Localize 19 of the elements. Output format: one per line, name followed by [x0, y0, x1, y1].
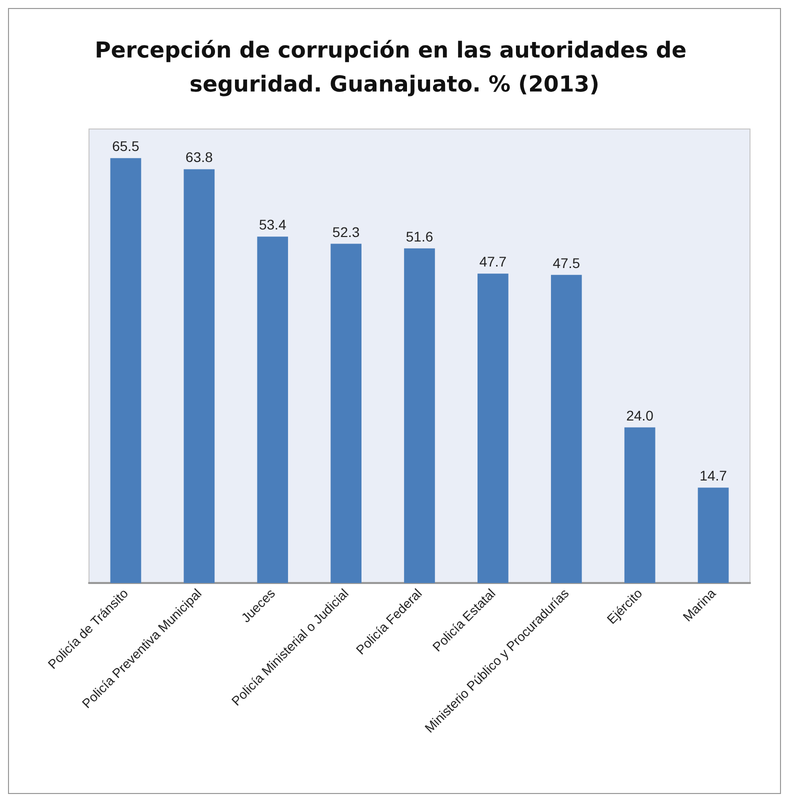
data-label: 65.5 — [112, 138, 140, 154]
bar — [404, 248, 435, 583]
data-label: 47.5 — [552, 254, 580, 271]
bar — [478, 274, 508, 583]
data-label: 47.7 — [479, 254, 507, 270]
data-label: 14.7 — [700, 468, 728, 484]
data-label: 24.0 — [626, 407, 654, 424]
bar — [624, 427, 656, 583]
data-label: 63.8 — [186, 149, 214, 166]
bar — [257, 236, 288, 583]
bar — [184, 169, 215, 583]
bar — [550, 274, 582, 583]
chart-title: Percepción de corrupción en las autoridades de seguridad. Guanajuato. % (2013) — [94, 38, 694, 98]
data-label: 53.4 — [258, 216, 286, 233]
bar — [698, 488, 729, 583]
data-label: 51.6 — [406, 228, 434, 244]
bar — [330, 244, 362, 583]
data-label: 52.3 — [332, 224, 360, 240]
bar — [110, 158, 142, 583]
